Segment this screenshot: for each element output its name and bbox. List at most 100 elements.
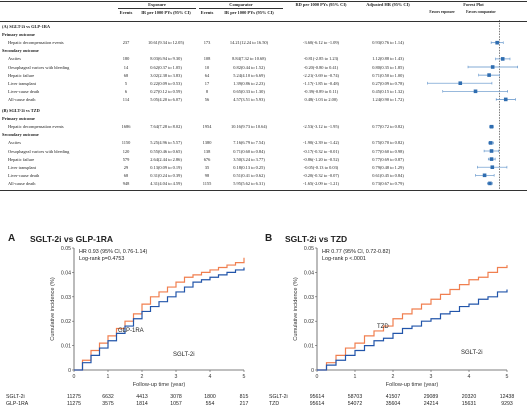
x-tick-label: 0 <box>316 374 319 380</box>
km-panel-a: A SGLT-2i vs GLP-1RA 0 0.01 0.02 0.03 0.04 0.… <box>0 230 262 410</box>
y-tick-label: 0.03 <box>304 295 314 301</box>
row-rd: -2.53(-3.12 to -1.95) <box>303 124 339 130</box>
row-rd: -0.86(-1.20 to -0.52) <box>303 156 339 162</box>
series-label-2: SGLT-2i <box>173 352 195 358</box>
risk-row-value: 11275 <box>67 394 81 400</box>
row-exposure-events: 948 <box>122 180 130 186</box>
table-rule <box>0 190 527 191</box>
row-hr: 0.75(0.70 to 0.82) <box>372 140 404 146</box>
row-exposure-ir: 8.03(6.94 to 9.30) <box>150 56 182 62</box>
header-favors-comparator: Favors comparator <box>466 10 496 14</box>
row-comparator-events: 1155 <box>202 180 212 186</box>
row-comparator-ir: 0.82(0.44 to 1.52) <box>233 64 265 70</box>
risk-row-name: SGLT-2i <box>269 394 288 400</box>
row-comparator-events: 64 <box>204 72 210 78</box>
row-comparator-ir: 0.71(0.60 to 0.84) <box>233 148 265 154</box>
x-tick-label: 4 <box>209 374 212 380</box>
row-outcome: Hepatic failure <box>8 72 35 78</box>
forest-point <box>488 141 493 145</box>
row-comparator-events: 98 <box>204 172 210 178</box>
row-exposure-events: 68 <box>123 172 129 178</box>
row-comparator-events: 35 <box>204 164 210 170</box>
x-tick-label: 1 <box>107 374 110 380</box>
km-chart-b: 0 0.01 0.02 0.03 0.04 0.05 0 1 2 3 4 5 Follow-up tim… <box>269 246 515 407</box>
risk-row-value: 3078 <box>170 394 182 400</box>
row-outcome: Liver-cause death <box>8 88 40 94</box>
series-label-2: SGLT-2i <box>461 350 483 356</box>
row-hr: 0.77(0.69 to 0.87) <box>372 156 404 162</box>
km-chart-a: 0 0.01 0.02 0.03 0.04 0.05 0 1 2 3 4 5 Follow-up tim… <box>6 246 248 407</box>
header-favors-exposure: Favors exposure <box>429 10 455 14</box>
row-comparator-ir: 4.57(3.51 to 5.93) <box>233 96 265 102</box>
forest-point <box>489 124 494 129</box>
risk-row-value: 20320 <box>462 394 477 400</box>
header-ir-comparator: IR per 1000 PYs (95% CI) <box>224 10 274 15</box>
forest-point <box>487 73 491 77</box>
y-tick-label: 0.05 <box>304 246 314 252</box>
group-label: Secondary outcome <box>2 132 39 138</box>
y-tick-label: 0.01 <box>304 344 314 350</box>
risk-row-value: 12438 <box>500 394 515 400</box>
panel-letter-b: B <box>265 233 273 244</box>
row-comparator-events: 1380 <box>202 140 212 146</box>
row-outcome: All-cause death <box>8 180 36 186</box>
row-comparator-events: 10 <box>204 64 210 70</box>
risk-row-value: 95614 <box>310 394 325 400</box>
table-rule <box>0 1 527 2</box>
section-title: (B) SGLT-2i vs TZD <box>2 108 40 113</box>
risk-row-name: SGLT-2i <box>6 394 25 400</box>
row-comparator-ir: 14.21(12.24 to 16.50) <box>229 40 269 46</box>
y-tick-label: 0.04 <box>304 270 314 276</box>
risk-row-value: 58703 <box>348 394 363 400</box>
row-exposure-ir: 0.31(0.24 to 0.39) <box>150 172 182 178</box>
row-exposure-ir: 0.55(0.46 to 0.65) <box>150 148 182 154</box>
row-exposure-events: 114 <box>122 96 130 102</box>
forest-point <box>488 181 492 186</box>
x-axis-label: Follow-up time (year) <box>133 382 186 388</box>
row-exposure-events: 180 <box>122 56 130 62</box>
risk-row-value: 9293 <box>501 401 513 407</box>
y-tick-label: 0.02 <box>304 319 314 325</box>
row-exposure-events: 120 <box>122 148 130 154</box>
row-comparator-ir: 10.16(9.73 to 10.64) <box>231 124 267 130</box>
row-comparator-ir: 0.51(0.41 to 0.62) <box>233 172 265 178</box>
row-outcome: Liver-cause death <box>8 172 40 178</box>
row-comparator-events: 676 <box>203 156 211 162</box>
series-line-sglt-2i <box>74 267 245 371</box>
row-exposure-ir: 0.22(0.09 to 0.53) <box>150 80 182 86</box>
row-outcome: Oesophageal varices with bleeding <box>8 64 70 70</box>
series-line-tzd <box>317 265 508 371</box>
row-hr: 0.93(0.76 to 1.14) <box>372 40 404 46</box>
row-hr: 0.61(0.45 to 0.84) <box>372 172 404 178</box>
risk-row-value: 554 <box>206 401 215 407</box>
row-exposure-events: 237 <box>122 40 130 46</box>
row-hr: 0.27(0.09 to 0.78) <box>372 80 404 86</box>
forest-plot <box>427 20 518 189</box>
row-comparator-events: 173 <box>203 40 211 46</box>
forest-point <box>482 173 487 178</box>
y-tick-label: 0.05 <box>61 246 71 252</box>
row-exposure-events: 14 <box>123 64 129 70</box>
row-exposure-ir: 3.02(2.38 to 3.83) <box>150 72 182 78</box>
row-comparator-ir: 8.84(7.32 to 10.68) <box>232 56 266 62</box>
row-exposure-events: 1150 <box>121 140 131 146</box>
x-tick-label: 5 <box>243 374 246 380</box>
row-rd: -0.20(-0.80 to 0.41) <box>303 64 339 70</box>
header-hr: Adjusted HR (95% CI) <box>366 2 410 7</box>
hr-annotation: HR 0.93 (95% CI, 0.76-1.14) <box>79 249 148 255</box>
risk-row-value: 24214 <box>424 401 439 407</box>
row-comparator-events: 56 <box>204 96 210 102</box>
row-rd: -0.05(-0.13 to 0.03) <box>303 164 339 170</box>
row-hr: 0.73(0.67 to 0.79) <box>372 180 404 186</box>
row-hr: 0.77(0.60 to 0.98) <box>372 148 404 154</box>
y-axis-label: Cumulative incidence (%) <box>50 277 56 341</box>
row-exposure-events: 5 <box>124 80 128 86</box>
y-tick-label: 0 <box>311 368 314 374</box>
series-label-1: GLP-1RA <box>118 328 144 334</box>
row-rd: -1.90(-2.39 to -1.42) <box>303 140 339 146</box>
section-title: (A) SGLT-2i vs GLP-1RA <box>2 24 51 29</box>
risk-row-value: 35604 <box>386 401 401 407</box>
group-label: Primary outcome <box>2 32 35 38</box>
row-outcome: Oesophageal varices with bleeding <box>8 148 70 154</box>
x-tick-label: 3 <box>175 374 178 380</box>
